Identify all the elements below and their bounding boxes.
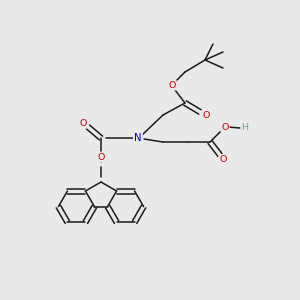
Text: O: O xyxy=(202,110,210,119)
Text: O: O xyxy=(221,122,229,131)
Text: H: H xyxy=(242,124,248,133)
Text: O: O xyxy=(79,118,87,127)
Text: O: O xyxy=(97,152,105,161)
Text: O: O xyxy=(219,155,227,164)
Text: O: O xyxy=(168,80,176,89)
Text: N: N xyxy=(134,133,142,143)
